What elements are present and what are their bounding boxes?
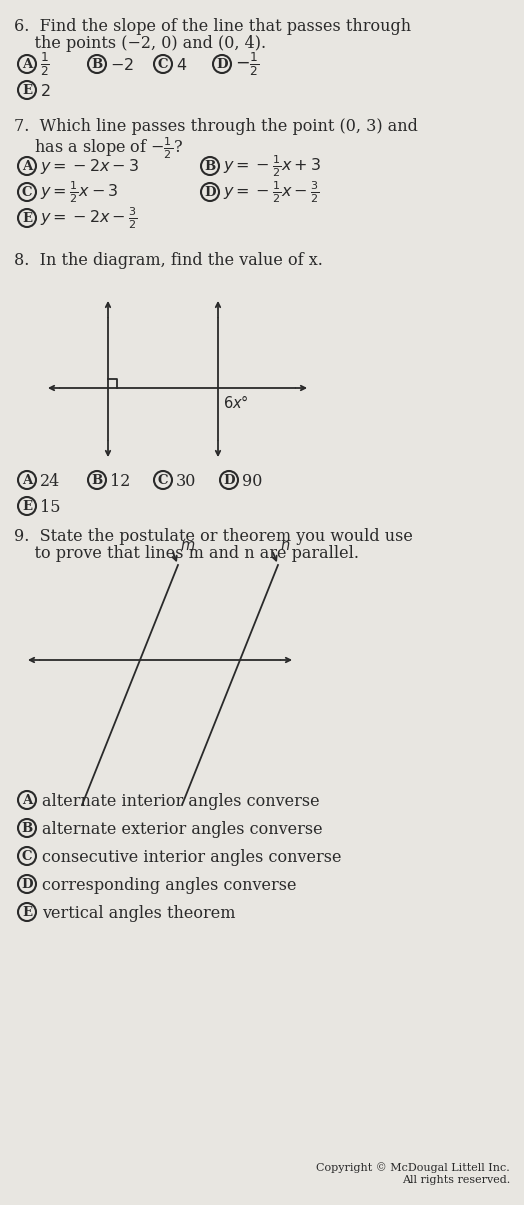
Text: 6.  Find the slope of the line that passes through: 6. Find the slope of the line that passe… bbox=[14, 18, 411, 35]
Text: corresponding angles converse: corresponding angles converse bbox=[42, 876, 297, 893]
Text: $y = -\frac{1}{2}x - \frac{3}{2}$: $y = -\frac{1}{2}x - \frac{3}{2}$ bbox=[223, 180, 320, 205]
Text: D: D bbox=[21, 877, 32, 890]
Text: to prove that lines m and n are parallel.: to prove that lines m and n are parallel… bbox=[14, 545, 359, 562]
Text: E: E bbox=[22, 83, 32, 96]
Text: 15: 15 bbox=[40, 499, 60, 516]
Text: B: B bbox=[91, 474, 103, 487]
Text: $y = -2x - \frac{3}{2}$: $y = -2x - \frac{3}{2}$ bbox=[40, 205, 138, 231]
Text: 90: 90 bbox=[242, 472, 263, 489]
Text: 12: 12 bbox=[110, 472, 130, 489]
Text: $n$: $n$ bbox=[280, 539, 290, 553]
Text: alternate exterior angles converse: alternate exterior angles converse bbox=[42, 821, 323, 837]
Text: $4$: $4$ bbox=[176, 57, 187, 74]
Text: has a slope of $-\frac{1}{2}$?: has a slope of $-\frac{1}{2}$? bbox=[14, 135, 183, 160]
Text: $-\frac{1}{2}$: $-\frac{1}{2}$ bbox=[235, 51, 259, 78]
Text: B: B bbox=[91, 58, 103, 71]
Text: $\frac{1}{2}$: $\frac{1}{2}$ bbox=[40, 51, 50, 78]
Text: C: C bbox=[158, 474, 168, 487]
Text: 24: 24 bbox=[40, 472, 60, 489]
Text: B: B bbox=[21, 822, 32, 835]
Text: D: D bbox=[216, 58, 228, 71]
Text: $y = -2x - 3$: $y = -2x - 3$ bbox=[40, 158, 139, 176]
Text: D: D bbox=[204, 186, 216, 199]
Text: E: E bbox=[22, 500, 32, 512]
Text: $6x°$: $6x°$ bbox=[223, 394, 249, 411]
Text: $-2$: $-2$ bbox=[110, 57, 134, 74]
Text: 9.  State the postulate or theorem you would use: 9. State the postulate or theorem you wo… bbox=[14, 528, 413, 545]
Text: 8.  In the diagram, find the value of x.: 8. In the diagram, find the value of x. bbox=[14, 252, 323, 269]
Text: C: C bbox=[22, 186, 32, 199]
Text: the points (−2, 0) and (0, 4).: the points (−2, 0) and (0, 4). bbox=[14, 35, 266, 52]
Text: Copyright © McDougal Littell Inc.
All rights reserved.: Copyright © McDougal Littell Inc. All ri… bbox=[316, 1163, 510, 1185]
Text: D: D bbox=[223, 474, 235, 487]
Text: C: C bbox=[22, 850, 32, 863]
Text: A: A bbox=[22, 474, 32, 487]
Text: vertical angles theorem: vertical angles theorem bbox=[42, 905, 235, 922]
Text: 30: 30 bbox=[176, 472, 196, 489]
Text: A: A bbox=[22, 794, 32, 806]
Text: 7.  Which line passes through the point (0, 3) and: 7. Which line passes through the point (… bbox=[14, 118, 418, 135]
Text: C: C bbox=[158, 58, 168, 71]
Text: B: B bbox=[204, 159, 215, 172]
Text: A: A bbox=[22, 58, 32, 71]
Text: $y = \frac{1}{2}x - 3$: $y = \frac{1}{2}x - 3$ bbox=[40, 180, 118, 205]
Text: E: E bbox=[22, 905, 32, 918]
Text: E: E bbox=[22, 212, 32, 224]
Text: $m$: $m$ bbox=[180, 539, 195, 553]
Text: consecutive interior angles converse: consecutive interior angles converse bbox=[42, 848, 342, 865]
Text: alternate interior angles converse: alternate interior angles converse bbox=[42, 793, 320, 810]
Text: $y = -\frac{1}{2}x + 3$: $y = -\frac{1}{2}x + 3$ bbox=[223, 153, 321, 178]
Text: A: A bbox=[22, 159, 32, 172]
Text: $2$: $2$ bbox=[40, 82, 50, 100]
